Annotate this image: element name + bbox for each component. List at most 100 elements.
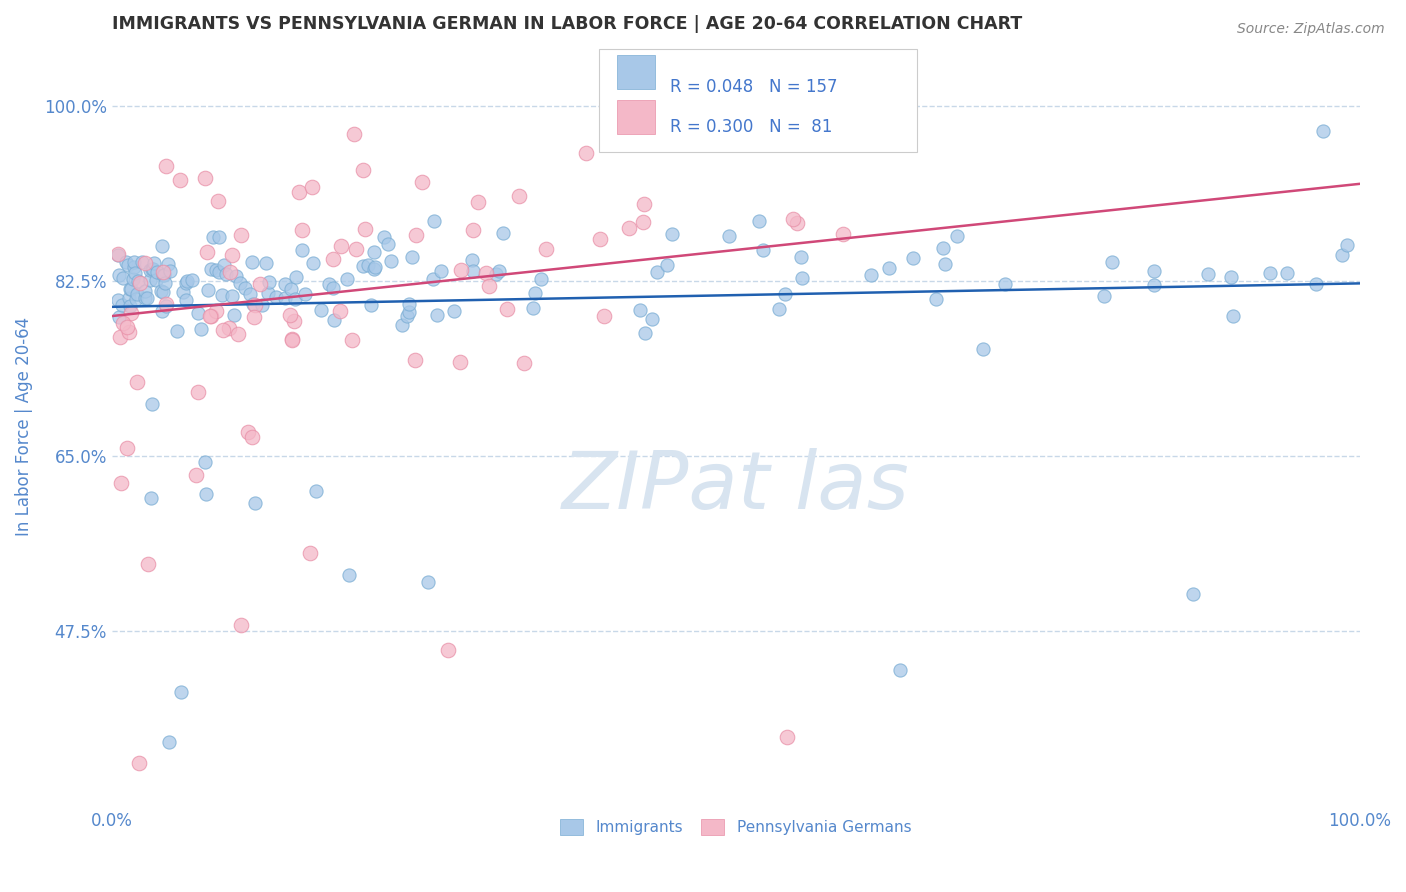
Point	[205, 303, 228, 318]
Point	[207, 265, 229, 279]
Point	[190, 322, 212, 336]
Point	[633, 197, 655, 211]
Point	[201, 230, 224, 244]
Point	[398, 305, 420, 319]
Point	[396, 309, 419, 323]
Point	[221, 247, 243, 261]
Point	[266, 290, 288, 304]
Point	[377, 237, 399, 252]
Point	[152, 304, 174, 318]
FancyBboxPatch shape	[617, 55, 655, 89]
Point	[305, 483, 328, 498]
Point	[776, 730, 799, 744]
Point	[337, 568, 360, 582]
Point	[250, 298, 273, 312]
Point	[628, 302, 651, 317]
Point	[176, 274, 198, 288]
Point	[212, 259, 235, 273]
Point	[278, 308, 301, 322]
Point	[122, 260, 145, 274]
Point	[112, 271, 135, 285]
Point	[200, 262, 222, 277]
Point	[257, 275, 280, 289]
Point	[211, 288, 233, 302]
Point	[485, 267, 508, 281]
Point	[128, 756, 150, 771]
Point	[187, 384, 209, 399]
Point	[235, 281, 257, 295]
Point	[283, 313, 305, 327]
Point	[634, 326, 657, 340]
Point	[1305, 277, 1327, 292]
Point	[284, 269, 307, 284]
Point	[280, 334, 302, 348]
Point	[125, 293, 148, 307]
Point	[495, 302, 517, 317]
Point	[194, 170, 217, 185]
Point	[134, 284, 156, 298]
Point	[141, 262, 163, 277]
Point	[256, 285, 278, 300]
Point	[352, 260, 374, 274]
Point	[166, 325, 188, 339]
Point	[124, 255, 146, 269]
Point	[118, 291, 141, 305]
Point	[972, 342, 994, 356]
Point	[280, 332, 302, 346]
Point	[617, 221, 640, 235]
Point	[762, 78, 785, 93]
Point	[114, 255, 136, 269]
Point	[155, 299, 177, 313]
Point	[513, 356, 536, 370]
Point	[118, 325, 141, 339]
Point	[748, 213, 770, 227]
Y-axis label: In Labor Force | Age 20-64: In Labor Force | Age 20-64	[15, 317, 32, 536]
Point	[1336, 238, 1358, 252]
Point	[180, 273, 202, 287]
Point	[1101, 254, 1123, 268]
Point	[214, 267, 236, 281]
Point	[142, 262, 165, 277]
Point	[373, 230, 395, 244]
Point	[775, 287, 797, 301]
Point	[157, 735, 180, 749]
Point	[121, 272, 143, 286]
Point	[380, 254, 402, 268]
Point	[443, 304, 465, 318]
Legend: Immigrants, Pennsylvania Germans: Immigrants, Pennsylvania Germans	[554, 813, 917, 841]
Point	[198, 309, 221, 323]
Point	[139, 263, 162, 277]
Point	[330, 239, 353, 253]
FancyBboxPatch shape	[617, 100, 655, 134]
Point	[197, 283, 219, 297]
Text: Source: ZipAtlas.com: Source: ZipAtlas.com	[1237, 22, 1385, 37]
Point	[879, 261, 901, 276]
Point	[717, 228, 740, 243]
Point	[790, 270, 813, 285]
Point	[593, 309, 616, 323]
Point	[121, 306, 143, 320]
Point	[934, 257, 956, 271]
Point	[460, 252, 482, 267]
Point	[134, 256, 156, 270]
Point	[661, 227, 683, 242]
Point	[138, 558, 160, 572]
Point	[146, 265, 169, 279]
Point	[152, 265, 174, 279]
Point	[200, 309, 222, 323]
Point	[363, 261, 385, 276]
Point	[159, 264, 181, 278]
Point	[1258, 266, 1281, 280]
Text: IMMIGRANTS VS PENNSYLVANIA GERMAN IN LABOR FORCE | AGE 20-64 CORRELATION CHART: IMMIGRANTS VS PENNSYLVANIA GERMAN IN LAB…	[112, 15, 1022, 33]
Point	[832, 227, 855, 242]
Point	[174, 277, 197, 291]
Point	[242, 296, 264, 310]
Point	[768, 301, 790, 316]
Point	[363, 244, 385, 259]
Point	[423, 214, 446, 228]
Point	[404, 352, 426, 367]
Text: R = 0.300   N =  81: R = 0.300 N = 81	[669, 119, 832, 136]
Point	[344, 242, 367, 256]
Point	[932, 241, 955, 255]
Point	[994, 277, 1017, 292]
